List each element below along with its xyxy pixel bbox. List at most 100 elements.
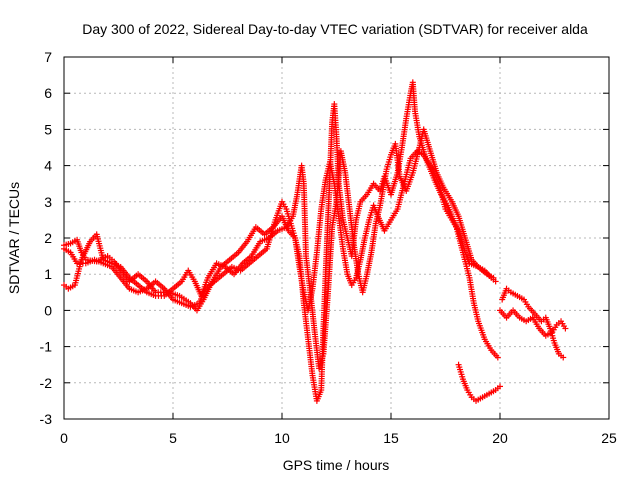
y-tick-label: 1 [44, 266, 52, 282]
series-6 [497, 307, 569, 339]
y-tick-label: 5 [44, 121, 52, 137]
ticks [63, 56, 610, 420]
data-point-run [409, 81, 418, 113]
data-point-run [213, 272, 225, 283]
series-2 [61, 126, 499, 372]
data-point-run [533, 312, 543, 323]
data-point-run [128, 276, 140, 287]
data-point-run [314, 389, 324, 402]
series-5 [499, 285, 567, 361]
data-point-run [305, 287, 316, 312]
data-point-run [489, 349, 500, 359]
data-point-run [388, 172, 400, 196]
data-point-run [552, 342, 561, 355]
data-point-run [316, 353, 326, 369]
data-point-run [531, 316, 541, 330]
data-point-run [119, 276, 131, 290]
data-point-run [236, 240, 249, 254]
data-point-run [543, 316, 553, 330]
data-point-run [288, 222, 298, 239]
y-tick-label: 3 [44, 194, 52, 210]
y-tick-label: -3 [40, 411, 53, 427]
data-point-run [359, 193, 369, 203]
data-point-run [450, 219, 461, 232]
data-point-run [342, 172, 353, 210]
data-point-run [249, 240, 262, 258]
tick-labels: 0 5 10 15 20 25 -3 -2 -1 0 1 2 3 4 5 6 7 [40, 49, 617, 446]
data-point-run [221, 265, 234, 276]
data-point-run [462, 237, 475, 261]
data-point-run [189, 301, 200, 309]
data-point-run [471, 302, 481, 322]
data-point-run [303, 255, 314, 294]
data-point-run [335, 215, 346, 250]
data-point-run [154, 279, 166, 291]
data-point-run [307, 291, 318, 333]
y-axis-label: SDTVAR / TECUs [6, 182, 22, 294]
data-point [562, 325, 569, 332]
data-point-run [69, 238, 78, 246]
data-point-run [353, 201, 363, 221]
series-4 [455, 361, 503, 404]
data-point-run [296, 266, 307, 293]
y-tick-label: -1 [40, 339, 53, 355]
data-point-run [305, 338, 316, 377]
chart-title: Day 300 of 2022, Sidereal Day-to-day VTE… [82, 21, 588, 37]
data-point-run [476, 265, 489, 276]
data-point-run [346, 208, 357, 246]
data-point-run [481, 391, 490, 400]
data-point-run [145, 279, 157, 291]
data-point-run [362, 219, 372, 239]
data-point-run [314, 208, 325, 254]
plot-area [61, 56, 610, 420]
x-tick-label: 25 [601, 430, 617, 446]
data-point-run [357, 237, 368, 261]
series-3 [61, 148, 497, 314]
data-point [560, 354, 567, 361]
data-point-run [422, 153, 432, 167]
y-tick-label: 7 [44, 49, 52, 65]
data-point-run [456, 215, 468, 239]
data-point-run [462, 251, 472, 265]
data-point-run [338, 150, 348, 174]
data-point-run [248, 254, 260, 265]
x-tick-label: 0 [60, 430, 68, 446]
data-point-run [137, 286, 148, 295]
data-point-run [436, 183, 448, 210]
x-axis-label: GPS time / hours [283, 457, 390, 473]
data-point-run [421, 128, 433, 152]
series-1 [61, 79, 501, 404]
data-point-run [171, 279, 183, 291]
data-point-run [460, 378, 470, 391]
data-point-run [389, 208, 400, 221]
data-point [490, 274, 497, 281]
data-point-run [290, 193, 300, 218]
data-point-run [466, 277, 477, 304]
data-point [494, 354, 501, 361]
y-tick-label: -2 [40, 375, 53, 391]
x-tick-label: 5 [169, 430, 177, 446]
data-point-run [408, 81, 416, 95]
data-point-run [206, 262, 219, 279]
data-point-run [403, 92, 414, 120]
data-point [497, 383, 503, 390]
data-point-run [525, 315, 534, 324]
data-point-run [392, 143, 403, 178]
data-point-run [102, 261, 113, 270]
y-tick-label: 0 [44, 302, 52, 318]
data-point-run [427, 150, 440, 174]
series [61, 79, 569, 404]
data-point-run [300, 182, 309, 257]
data-point-run [311, 331, 322, 370]
data-point-run [399, 117, 409, 149]
y-tick-label: 4 [44, 158, 52, 174]
y-tick-label: 2 [44, 230, 52, 246]
data-point-run [382, 219, 393, 232]
x-tick-label: 10 [274, 430, 290, 446]
data-point-run [449, 200, 461, 218]
data-point-run [318, 179, 329, 210]
data-point-run [128, 286, 139, 295]
data-point-run [331, 103, 340, 138]
data-point-run [500, 287, 509, 301]
